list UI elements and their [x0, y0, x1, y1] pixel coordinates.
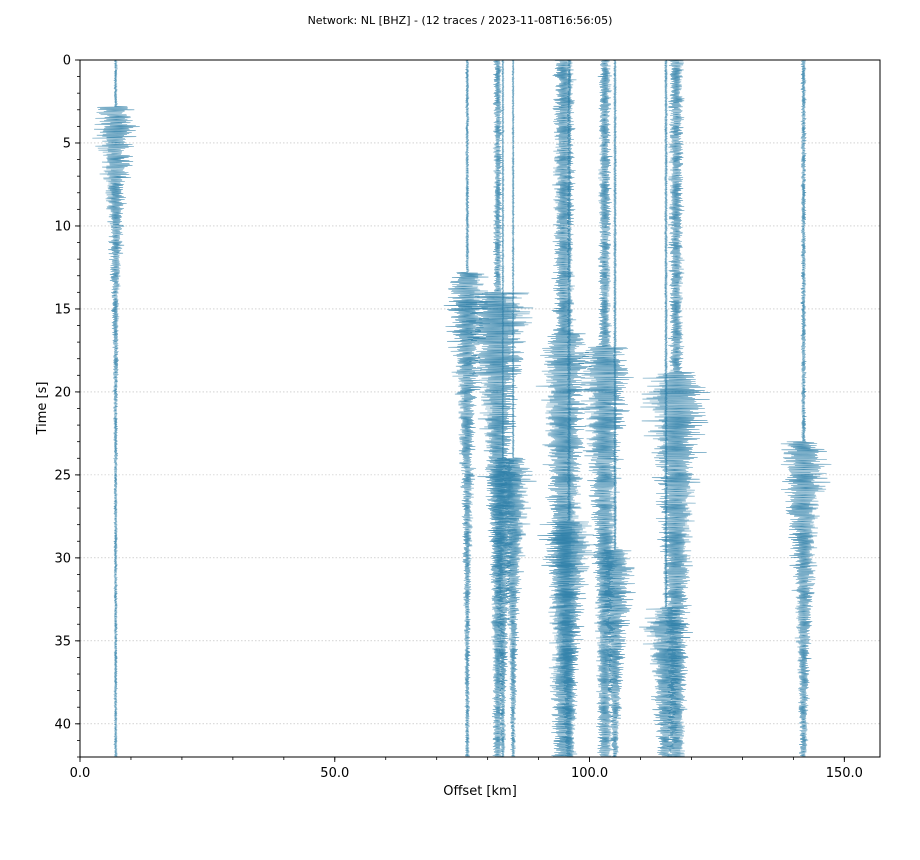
y-tick-label-3: 15 — [54, 302, 71, 317]
gridlines — [80, 142, 880, 725]
seismic-trace-10 — [640, 59, 711, 758]
y-tick-label-1: 5 — [63, 136, 71, 151]
seismic-trace-7 — [578, 59, 634, 758]
seismic-trace-3 — [477, 59, 523, 758]
x-tick-label-0: 0.0 — [70, 766, 91, 781]
seismic-trace-11 — [780, 59, 832, 758]
seismic-trace-6 — [537, 59, 596, 758]
y-tick-label-6: 30 — [54, 551, 71, 566]
seismic-trace-2 — [458, 59, 534, 758]
x-axis-label: Offset [km] — [443, 784, 517, 799]
x-axis: 0.0 50.0 100.0 150.0 — [70, 757, 863, 781]
y-axis: 0 5 10 15 20 25 30 35 40 — [54, 54, 80, 758]
seismic-trace-0 — [92, 59, 140, 758]
y-tick-label-8: 40 — [54, 717, 71, 732]
chart-title: Network: NL [BHZ] - (12 traces / 2023-11… — [308, 14, 613, 27]
y-tick-label-0: 0 — [63, 54, 71, 69]
y-tick-label-7: 35 — [54, 634, 71, 649]
y-tick-label-2: 10 — [54, 219, 71, 234]
x-tick-label-1: 50.0 — [320, 766, 349, 781]
seismic-trace-4 — [490, 59, 537, 758]
y-axis-label: Time [s] — [35, 382, 50, 436]
seismic-trace-8 — [591, 59, 636, 758]
y-tick-label-5: 25 — [54, 468, 71, 483]
plot-frame — [79, 59, 881, 758]
seismic-trace-5 — [535, 59, 592, 758]
seismic-trace-9 — [639, 59, 693, 758]
x-tick-label-2: 100.0 — [571, 766, 608, 781]
x-tick-label-3: 150.0 — [826, 766, 863, 781]
seismic-trace-1 — [443, 59, 495, 758]
seismic-traces — [92, 59, 832, 758]
y-tick-label-4: 20 — [54, 385, 71, 400]
